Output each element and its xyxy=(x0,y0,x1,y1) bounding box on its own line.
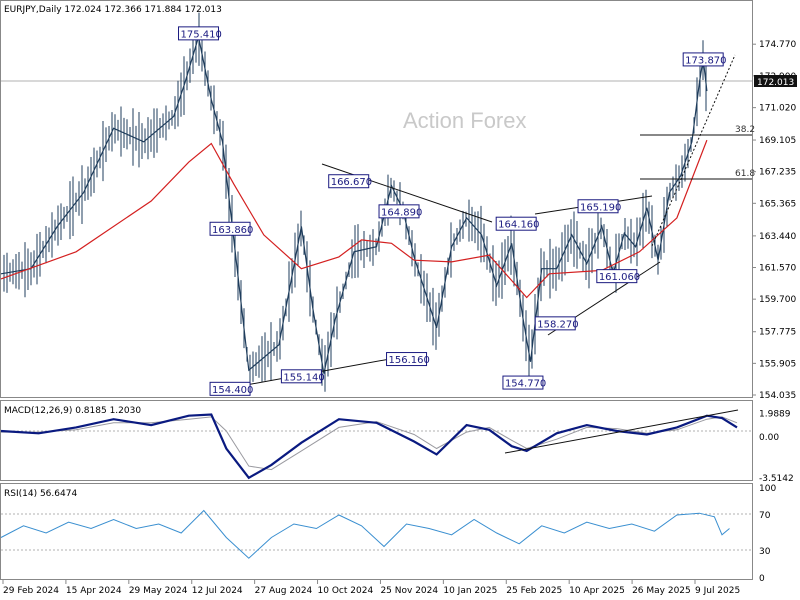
price-tick-label: 155.905 xyxy=(759,359,796,369)
price-label: 155.140 xyxy=(280,369,325,384)
macd-panel-frame xyxy=(0,400,753,481)
price-label-box xyxy=(328,174,370,189)
moving-average-line xyxy=(0,139,708,299)
price-label-text: 163.860 xyxy=(212,225,253,236)
price-tick-label: 159.700 xyxy=(759,295,796,305)
price-label-text: 161.060 xyxy=(599,272,640,283)
price-label: 163.860 xyxy=(209,221,253,236)
price-label-text: 175.410 xyxy=(181,29,222,40)
price-tick-label: 174.770 xyxy=(759,40,796,50)
x-tick-label: 25 Nov 2024 xyxy=(380,586,438,596)
current-price-badge xyxy=(754,75,797,87)
macd-tick-label: 0.00 xyxy=(759,433,779,443)
price-tick-label: 163.440 xyxy=(759,232,796,242)
price-label: 158.270 xyxy=(534,316,579,331)
fib-level-label: 61.8 xyxy=(735,169,755,179)
price-label: 154.400 xyxy=(209,381,253,396)
macd-signal-line xyxy=(1,416,738,471)
price-label-box xyxy=(378,204,420,219)
x-tick-label: 10 Oct 2024 xyxy=(318,586,374,596)
price-label-text: 156.160 xyxy=(389,355,430,366)
price-axis-ticks: 174.770172.900171.020169.105167.235165.3… xyxy=(752,40,796,401)
price-label: 156.160 xyxy=(386,352,430,367)
x-tick-label: 26 May 2025 xyxy=(632,586,691,596)
price-label: 154.770 xyxy=(502,375,546,390)
price-tick-label: 157.775 xyxy=(759,328,796,338)
price-label: 166.670 xyxy=(328,174,372,189)
price-tick-label: 161.570 xyxy=(759,264,796,274)
price-annotations-group: 175.410 163.860 154.400 155.140 166.670 164.8… xyxy=(178,26,727,396)
price-label: 175.410 xyxy=(178,26,222,41)
price-label-text: 154.400 xyxy=(212,385,253,396)
macd-panel-title: MACD(12,26,9) 0.8185 1.2030 xyxy=(4,406,141,416)
price-label-box xyxy=(386,352,428,367)
price-label-box xyxy=(596,269,638,284)
price-label-text: 164.160 xyxy=(498,220,539,231)
price-label-text: 155.140 xyxy=(283,372,324,383)
price-tick-label: 169.105 xyxy=(759,136,796,146)
rsi-tick-label: 70 xyxy=(759,511,771,521)
price-label-box xyxy=(495,216,537,231)
rsi-tick-label: 0 xyxy=(759,574,765,584)
macd-tick-label: -3.5142 xyxy=(759,474,794,484)
x-tick-label: 27 Aug 2024 xyxy=(255,586,313,596)
price-label-box xyxy=(209,221,251,236)
x-tick-label: 10 Apr 2025 xyxy=(569,586,625,596)
watermark-text: Action Forex xyxy=(403,108,527,133)
price-tick-label: 167.235 xyxy=(759,168,796,178)
price-label-box xyxy=(178,26,220,41)
price-label: 164.160 xyxy=(495,216,540,231)
price-label-box xyxy=(209,381,251,396)
upper-trendline xyxy=(321,163,493,223)
price-label-text: 154.770 xyxy=(505,379,546,390)
price-label-box xyxy=(682,52,724,67)
price-label: 165.190 xyxy=(577,199,621,214)
price-close-line xyxy=(0,36,708,374)
price-label-text: 158.270 xyxy=(537,319,578,330)
x-axis-ticks: 29 Feb 2024 15 Apr 2024 29 May 2024 12 Jul … xyxy=(2,580,740,596)
rsi-panel-frame xyxy=(0,483,753,580)
price-label-box xyxy=(534,316,576,331)
x-tick-label: 15 Apr 2024 xyxy=(66,586,122,596)
price-label-box xyxy=(577,199,619,214)
price-label: 161.060 xyxy=(596,269,640,284)
x-tick-label: 29 Feb 2024 xyxy=(3,586,59,596)
macd-trendline xyxy=(504,409,739,454)
macd-axis-ticks: 1.9889 0.00 -3.5142 xyxy=(759,410,794,484)
fib-levels-group: 38.2 61.8 xyxy=(640,125,755,180)
rsi-panel-title: RSI(14) 56.6474 xyxy=(4,489,77,499)
price-label-text: 165.190 xyxy=(580,202,621,213)
rsi-line xyxy=(0,509,730,559)
rsi-tick-label: 100 xyxy=(759,484,776,494)
price-panel-frame xyxy=(0,0,753,398)
x-tick-label: 25 Feb 2025 xyxy=(506,586,562,596)
price-label-text: 164.890 xyxy=(381,207,422,218)
fib-level-label: 38.2 xyxy=(735,125,755,135)
rsi-tick-label: 30 xyxy=(759,547,771,557)
price-label: 164.890 xyxy=(378,204,422,219)
x-tick-label: 9 Jul 2025 xyxy=(695,586,740,596)
x-tick-label: 29 May 2024 xyxy=(129,586,188,596)
x-tick-label: 10 Jan 2025 xyxy=(443,586,497,596)
rally-trendline xyxy=(651,54,736,247)
price-tick-label: 165.365 xyxy=(759,199,796,209)
price-tick-label: 154.035 xyxy=(759,391,796,401)
macd-tick-label: 1.9889 xyxy=(759,410,791,420)
current-price-badge-text: 172.013 xyxy=(757,78,794,88)
x-tick-label: 12 Jul 2024 xyxy=(192,586,243,596)
macd-main-line xyxy=(0,413,738,480)
rsi-axis-ticks: 100 70 30 0 xyxy=(759,484,776,584)
price-label: 173.870 xyxy=(682,52,727,67)
price-label-box xyxy=(502,375,544,390)
price-label-text: 166.670 xyxy=(331,177,372,188)
price-tick-label: 171.020 xyxy=(759,104,796,114)
price-label-box xyxy=(280,369,322,384)
price-panel-title: EURJPY,Daily 172.024 172.366 171.884 172… xyxy=(4,5,222,15)
price-label-text: 173.870 xyxy=(685,55,726,66)
